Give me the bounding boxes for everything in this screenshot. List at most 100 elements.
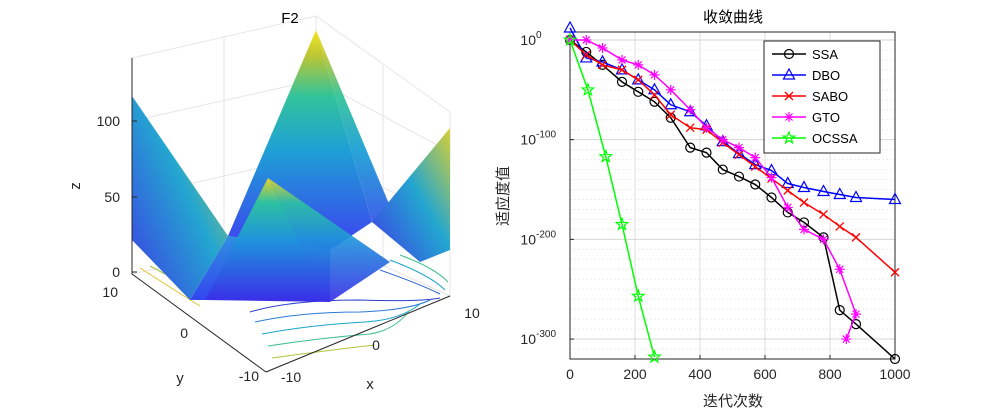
legend-marker-dbo [782,67,796,80]
legend-item-sabo: SABO [772,89,848,104]
chart-y-axis-label: 适应度值 [494,166,512,226]
point-sabo [734,150,744,160]
chart-title: 收敛曲线 [703,9,763,26]
x-axis-line [265,295,451,373]
plot-area-box [569,31,896,360]
y-tick-label-neg10: -10 [239,368,259,384]
y-tick-exponent: -200 [536,229,556,240]
y-tick-label: 10 [520,32,536,48]
x-tick-label: 200 [623,366,647,382]
point-sabo [633,75,643,85]
x-tick-label-0: 0 [372,337,380,353]
y-tick-exponent: 0 [536,30,542,41]
legend-label-gto: GTO [812,110,840,125]
point-ssa [834,305,845,316]
point-dbo [563,20,577,33]
point-sabo [581,50,591,60]
x-tick-label: 1000 [879,366,910,382]
surface-title: F2 [281,10,299,27]
point-gto [665,84,676,95]
y-tick-label: 10 [520,331,536,347]
surface-right-face [372,128,450,262]
y-axis-line [131,273,267,373]
point-ssa [701,147,712,158]
point-gto [597,42,608,53]
x-tick-label: 400 [688,366,712,382]
series-line-ocssa [569,39,656,358]
x-tick-label-neg10: -10 [281,369,301,385]
point-gto [717,134,728,145]
legend-box [763,40,881,154]
point-ssa [685,142,696,153]
point-gto [851,309,861,320]
surface-left-face [132,96,228,300]
legend-item-ocssa: OCSSA [772,130,858,146]
point-gto [799,224,809,235]
y-tick-exponent: -100 [536,130,556,141]
point-ocssa [630,288,646,303]
point-gto [649,69,660,80]
point-ocssa [562,32,578,47]
x-tick-label: 600 [753,366,777,382]
x-axis-label: x [366,376,374,393]
y-tick-label-0: 0 [180,325,188,341]
point-ssa [649,96,660,107]
point-gto [750,152,761,163]
y-tick-label: 10 [520,231,536,247]
point-dbo [888,192,902,205]
legend-item-dbo: DBO [772,67,840,83]
point-ssa [766,192,777,203]
legend-item-gto: GTO [772,110,840,125]
point-sabo [783,186,793,195]
legend-marker-ocssa [781,130,797,145]
legend-item-ssa: SSA [772,47,838,62]
point-ssa [616,76,628,87]
point-gto [734,142,744,153]
surface-front-peak-right [268,178,390,302]
point-sabo [666,110,676,120]
point-gto [581,34,592,45]
point-ssa [889,353,901,365]
point-sabo [617,65,627,75]
surface-plot-panel: 0 50 100 z 10 0 -10 y -10 0 10 x F2 [67,10,480,393]
series-gto [565,34,861,345]
point-ssa [633,86,644,97]
point-dbo [797,180,811,193]
point-gto [633,59,644,70]
surface-front-peak-left [205,178,330,302]
chart-series-group [562,20,902,365]
point-gto [766,172,777,183]
point-sabo [750,162,760,172]
point-sabo [890,267,900,277]
point-ocssa [580,82,596,97]
point-gto [782,202,793,213]
legend-label-ssa: SSA [812,47,838,62]
point-dbo [683,104,697,117]
point-ssa [733,171,745,182]
z-tick-label-50: 50 [104,189,120,205]
surface-back-peak-right [316,30,420,250]
y-axis-label: y [176,370,184,387]
point-dbo [816,184,831,197]
z-axis-label: z [67,182,84,190]
point-gto [685,104,696,115]
chart-x-axis-label: 迭代次数 [703,393,763,410]
point-sabo [598,60,607,70]
point-dbo [647,82,662,95]
point-sabo [650,90,659,100]
point-gto [834,264,845,275]
point-ocssa [614,216,630,231]
point-sabo [851,232,861,242]
z-tick-label-0: 0 [112,264,120,280]
x-tick-label-10: 10 [464,305,480,321]
point-dbo [833,187,847,200]
point-dbo [781,176,795,189]
point-gto [841,334,852,345]
point-sabo [685,123,695,133]
x-tick-label: 0 [566,366,574,382]
point-sabo [835,221,845,231]
point-ocssa [647,349,662,364]
point-dbo [664,97,678,110]
